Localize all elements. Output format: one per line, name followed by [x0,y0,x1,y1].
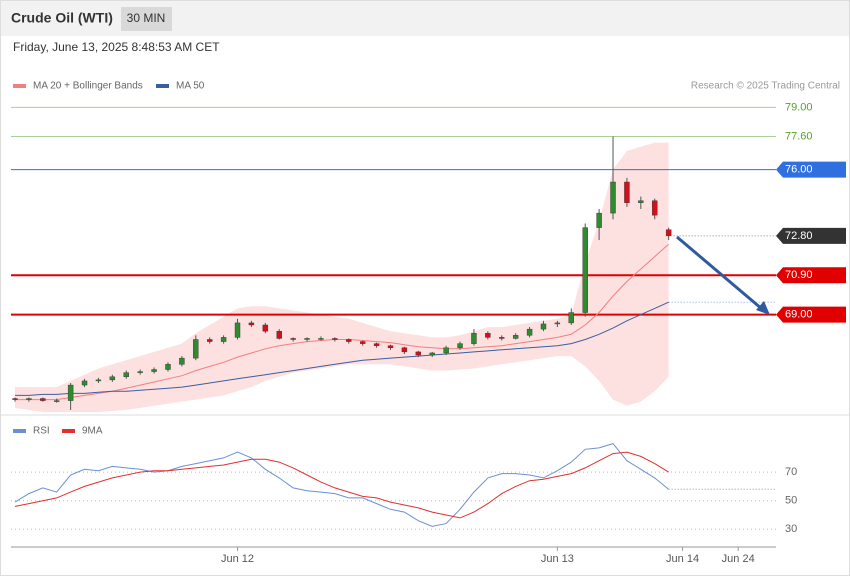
legend-label: 9MA [82,426,103,437]
candle-body [262,324,269,332]
candle-body [54,400,60,402]
candle-body [234,322,241,338]
candle-body [610,181,616,214]
candle-body [568,312,574,324]
legend-label: MA 50 [176,81,205,92]
candle-body [346,339,352,342]
level-label: 69.00 [785,309,813,321]
legend-label: RSI [33,426,50,437]
candle-body [471,333,477,344]
timeframe[interactable]: 30 MIN [127,11,166,25]
legend-label: MA 20 + Bollinger Bands [33,81,143,92]
candle-body [12,398,18,400]
candle-body [485,333,491,338]
candle-body [109,376,116,381]
y-tick-label: 50 [785,495,797,507]
level-label: 79.00 [785,101,813,113]
candle-body [290,338,296,340]
candle-body [512,335,519,339]
candle-body [332,338,338,340]
credit: Research © 2025 Trading Central [691,81,840,92]
candle-body [207,339,213,342]
candle-body [596,212,602,228]
candle-body [81,380,88,386]
line-series [14,443,669,527]
candle-body [67,384,74,401]
level-label: 72.80 [785,230,813,242]
candle-body [165,364,171,370]
candle-body [137,371,143,373]
level-box [776,306,846,323]
legend-swatch [13,429,26,433]
level-box [776,267,846,284]
candle-body [123,372,129,377]
bollinger-band [15,142,669,412]
y-tick-label: 30 [785,523,797,535]
x-tick-label: Jun 24 [722,553,755,565]
candle-body [457,343,463,348]
candle-body [304,338,310,340]
instrument-title: Crude Oil (WTI) [11,10,113,26]
candle-body [554,322,561,325]
timeframe-badge[interactable] [121,7,172,31]
plot: 79.00 77.60 76.00 72.80 70.90 69.00 MA 20 + Bo… [11,81,846,565]
forecast-arrowhead [756,301,770,315]
moving-average [15,243,669,401]
candle-body [179,357,185,365]
level-box [776,161,846,178]
candle-body [318,338,324,340]
candle-body [582,227,588,313]
candle-body [638,200,644,203]
candle-body [624,181,630,203]
x-tick-label: Jun 12 [221,553,254,565]
y-tick-label: 70 [785,466,797,478]
candle-body [415,351,422,356]
candle-body [95,379,102,382]
candle-body [665,229,672,237]
candle-body [526,328,533,336]
legend-swatch [13,84,26,88]
candle-body [193,339,199,359]
candle-body [359,341,366,344]
candle-body [401,347,408,353]
legend-swatch [62,429,75,433]
candle-body [429,352,435,356]
level-label: 76.00 [785,163,813,175]
moving-average [15,301,669,396]
candle-body [387,345,394,348]
x-tick-label: Jun 13 [541,553,574,565]
level-box [776,227,846,244]
forecast-arrow [676,235,763,311]
level-label: 70.90 [785,269,813,281]
candle-body [220,337,227,342]
date: Friday, June 13, 2025 8:48:53 AM CET [13,40,220,54]
candle-body [276,330,282,339]
candle-body [652,200,658,216]
candle-body [499,337,505,339]
candle-body [248,322,255,326]
candle-body [40,398,46,401]
line-series [14,451,669,519]
candle-body [373,343,380,346]
x-tick-label: Jun 14 [666,553,699,565]
legend-swatch [156,84,169,88]
candle-body [26,398,32,400]
candle-body [443,347,449,354]
level-label: 77.60 [785,130,813,142]
candle-body [540,323,547,330]
candle-body [151,369,157,372]
